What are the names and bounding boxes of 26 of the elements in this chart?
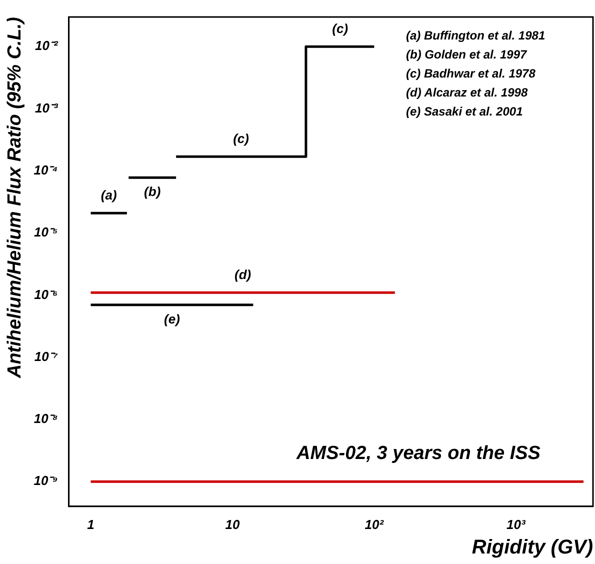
y-tick-label: 10⁻⁹ <box>34 473 58 488</box>
y-tick-label: 10⁻⁶ <box>34 286 58 302</box>
series-label: (c) <box>332 21 348 36</box>
annotation: (b) Golden et al. 1997 <box>406 47 528 62</box>
series-label: (d) <box>234 267 252 282</box>
x-axis-title: Rigidity (GV) <box>472 536 594 559</box>
y-tick-label: 10⁻⁵ <box>34 224 58 240</box>
y-tick-label: 10⁻³ <box>35 100 58 116</box>
series-label: (b) <box>144 184 161 200</box>
x-tick-label: 10³ <box>506 516 526 532</box>
series-label: (a) <box>100 188 117 203</box>
y-tick-label: 10⁻⁷ <box>34 348 58 364</box>
y-axis-title: Antihelium/Helium Flux Ratio (95% C.L.) <box>4 17 26 380</box>
annotation: (c) Badhwar et al. 1978 <box>406 66 536 80</box>
text: (c) <box>233 131 249 146</box>
y-tick-label: 10⁻⁴ <box>34 162 58 178</box>
x-tick-label: 1 <box>87 516 94 532</box>
annotation: (a) Buffington et al. 1981 <box>406 28 546 42</box>
x-tick-label: 10 <box>225 516 240 532</box>
series-label: AMS-02, 3 years on the ISS <box>296 442 541 464</box>
annotation: (d) Alcaraz et al. 1998 <box>406 85 528 100</box>
annotation: (e) Sasaki et al. 2001 <box>406 104 524 118</box>
y-tick-label: 10⁻² <box>35 38 58 54</box>
x-tick-label: 10² <box>364 516 384 532</box>
series-label: (e) <box>164 311 180 326</box>
y-tick-label: 10⁻⁸ <box>34 411 58 426</box>
